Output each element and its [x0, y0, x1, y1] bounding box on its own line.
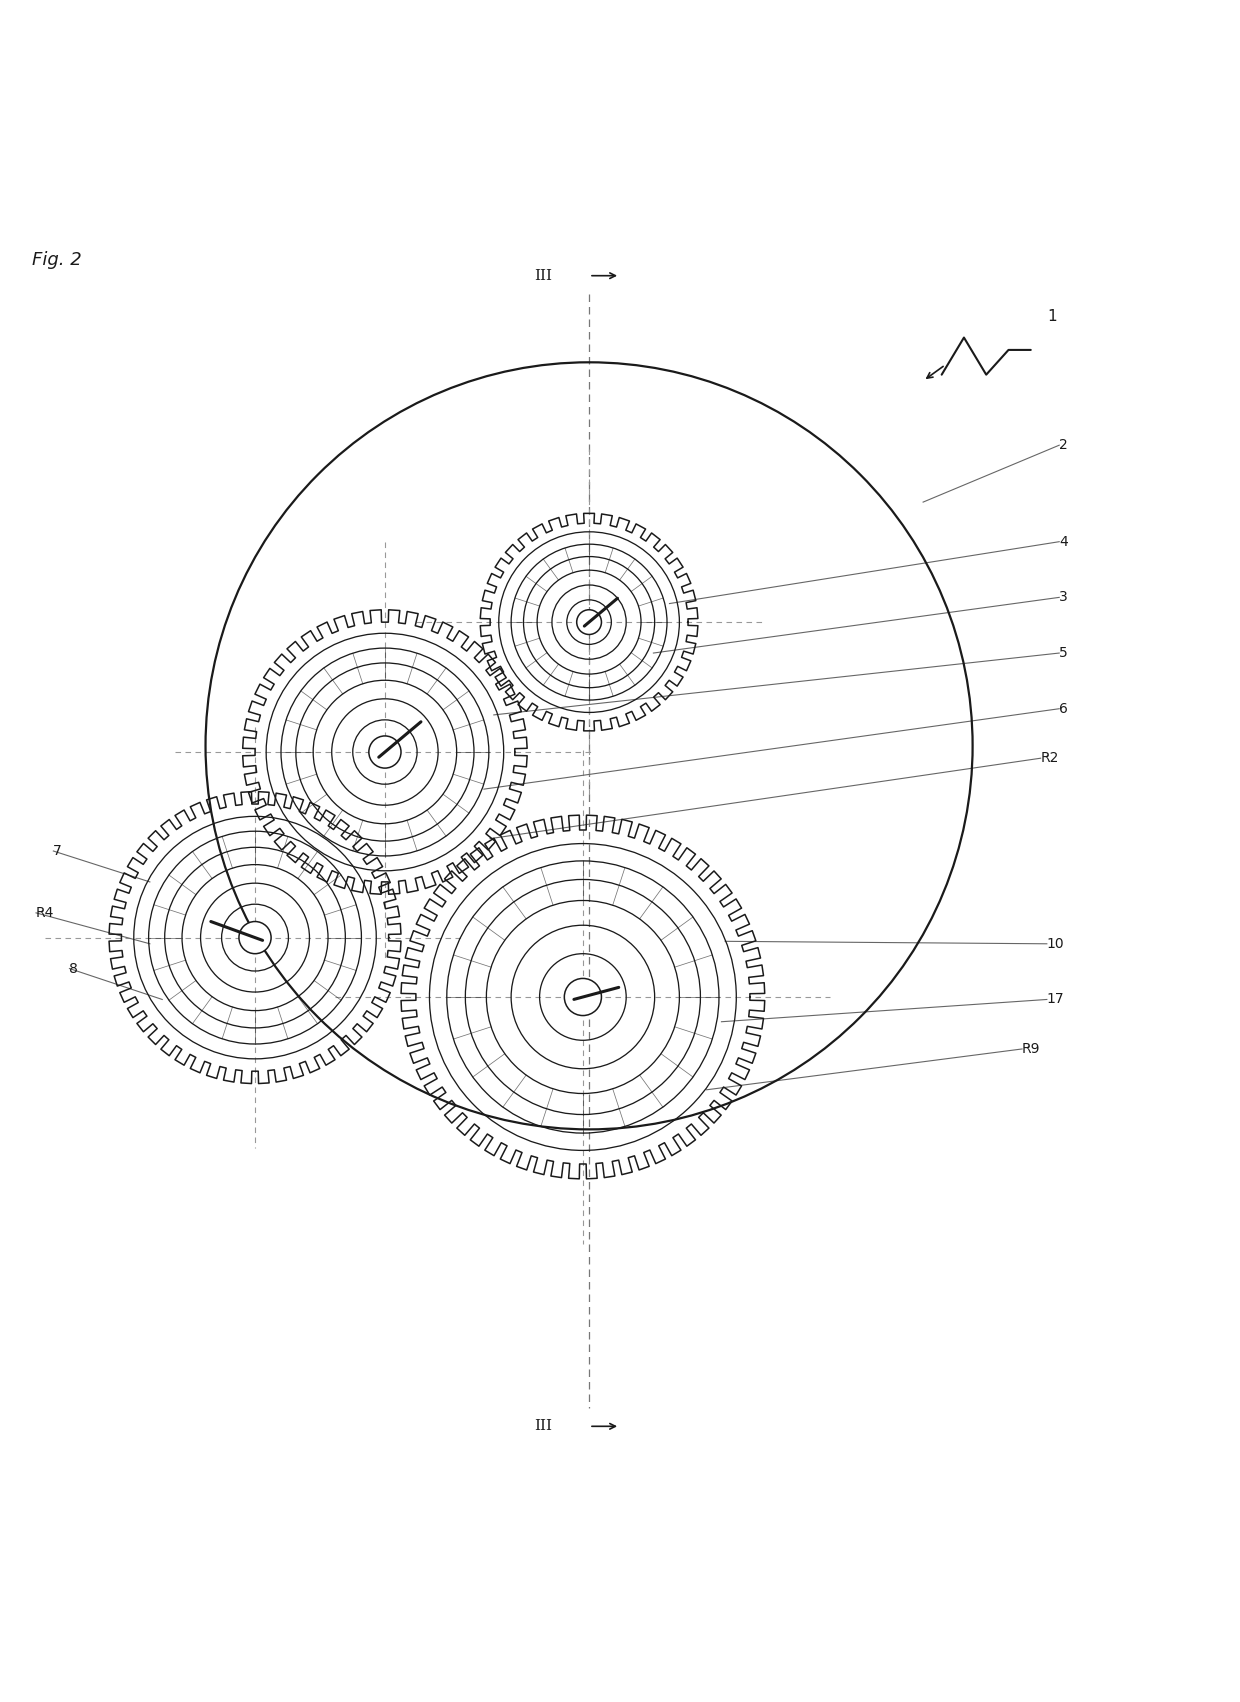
Text: Fig. 2: Fig. 2 — [32, 250, 82, 269]
Text: 1: 1 — [1047, 310, 1056, 323]
Circle shape — [239, 921, 272, 953]
Text: 4: 4 — [1059, 534, 1068, 548]
Text: 6: 6 — [1059, 701, 1068, 717]
Text: III: III — [534, 269, 552, 283]
Text: 2: 2 — [1059, 437, 1068, 453]
Circle shape — [577, 609, 601, 635]
Text: 3: 3 — [1059, 591, 1068, 604]
Text: R4: R4 — [36, 905, 55, 919]
Text: 10: 10 — [1047, 936, 1064, 951]
Text: 8: 8 — [69, 962, 78, 975]
Text: III: III — [534, 1419, 552, 1433]
Text: 5: 5 — [1059, 647, 1068, 660]
Text: R9: R9 — [1022, 1042, 1040, 1055]
Text: 17: 17 — [1047, 992, 1064, 1006]
Circle shape — [368, 735, 401, 768]
Text: 7: 7 — [53, 844, 62, 858]
Text: R2: R2 — [1040, 751, 1059, 766]
Circle shape — [564, 979, 601, 1016]
